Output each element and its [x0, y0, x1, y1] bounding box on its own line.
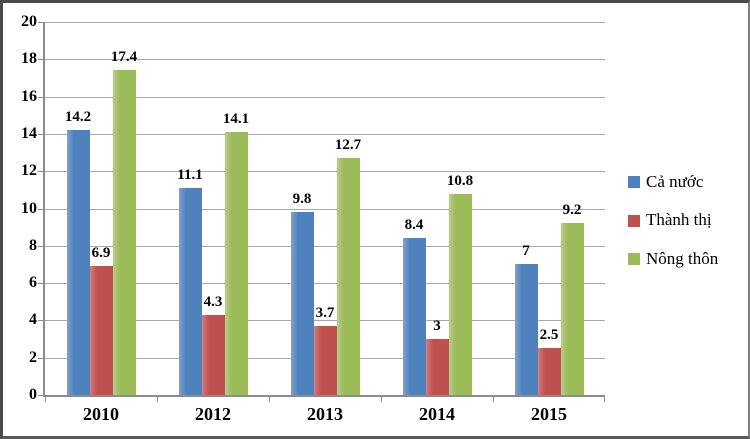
- bar: [560, 223, 584, 395]
- gridline: [45, 283, 605, 285]
- bar: [290, 212, 314, 395]
- y-axis-tick: [38, 245, 45, 247]
- bar: [201, 315, 225, 395]
- y-axis-tick: [38, 171, 45, 173]
- y-axis-tick: [38, 96, 45, 98]
- y-axis-tick: [38, 283, 45, 285]
- legend-label: Cả nước: [646, 172, 704, 191]
- x-axis-tick: [45, 397, 46, 402]
- bar: [66, 130, 90, 395]
- legend-swatch: [628, 214, 640, 227]
- bar-value-label: 3: [433, 318, 441, 334]
- legend-swatch: [628, 252, 640, 265]
- y-tick-label: 10: [21, 199, 37, 217]
- gridline: [45, 245, 605, 247]
- legend-item: Cả nước: [628, 172, 718, 192]
- gridline: [45, 96, 605, 98]
- y-tick-label: 0: [29, 386, 37, 403]
- x-axis-tick: [604, 397, 605, 402]
- legend: Cả nước Thành thị Nông thôn: [628, 172, 718, 269]
- x-tick-label: 2012: [195, 404, 231, 424]
- gridline: [45, 22, 605, 23]
- bar-value-label: 14.1: [222, 111, 250, 127]
- y-axis-tick: [38, 395, 45, 396]
- bar: [336, 158, 360, 395]
- legend-label: Thành thị: [646, 210, 712, 230]
- gridline: [45, 320, 605, 322]
- x-tick-label: 2015: [531, 404, 567, 424]
- x-axis-tick: [381, 397, 382, 402]
- bar-value-label: 3.7: [315, 305, 335, 321]
- bar: [89, 266, 113, 395]
- y-tick-label: 2: [29, 348, 37, 366]
- y-tick-label: 8: [29, 236, 37, 254]
- legend-swatch: [628, 176, 640, 189]
- y-tick-label: 6: [29, 274, 37, 292]
- gridline: [45, 171, 605, 173]
- legend-item: Nông thôn: [628, 249, 718, 269]
- bar-value-label: 12.7: [334, 137, 362, 153]
- x-tick-label: 2010: [83, 404, 119, 424]
- bar: [112, 70, 136, 395]
- y-axis-tick: [38, 22, 45, 23]
- y-axis-tick: [38, 59, 45, 61]
- bar: [224, 132, 248, 395]
- gridline: [45, 208, 605, 210]
- y-tick-label: 16: [21, 87, 37, 105]
- bar-value-label: 6.9: [91, 245, 111, 261]
- bar-value-label: 17.4: [110, 49, 138, 65]
- bar-value-label: 2.5: [539, 327, 559, 343]
- y-axis-tick: [38, 357, 45, 359]
- bar-value-label: 10.8: [446, 173, 474, 189]
- bar: [402, 238, 426, 395]
- x-tick-label: 2014: [419, 404, 455, 424]
- y-axis-tick: [38, 208, 45, 210]
- legend-label: Nông thôn: [646, 248, 719, 268]
- x-axis-tick: [269, 397, 270, 402]
- y-tick-label: 20: [21, 13, 37, 30]
- bar: [178, 188, 202, 395]
- bar-value-label: 7: [522, 243, 530, 259]
- bar: [313, 326, 337, 395]
- plot-area: 14.2 6.9 17.4 11.1 4.3 14.1 9.8 3.7 12.7 8.4 3 10.8…: [38, 22, 605, 402]
- bar-value-label: 9.8: [292, 191, 312, 207]
- y-tick-label: 14: [21, 124, 37, 142]
- x-axis-tick: [493, 397, 494, 402]
- x-axis-tick: [157, 397, 158, 402]
- bar: [448, 194, 472, 395]
- legend-item: Thành thị: [628, 210, 718, 230]
- bar-value-label: 4.3: [203, 294, 223, 310]
- bar-value-label: 14.2: [64, 109, 92, 125]
- gridline: [45, 133, 605, 135]
- bar: [425, 339, 449, 395]
- x-tick-label: 2013: [307, 404, 343, 424]
- bar-value-label: 9.2: [562, 202, 582, 218]
- y-tick-label: 12: [21, 162, 37, 180]
- bar-value-label: 11.1: [177, 167, 203, 183]
- y-tick-label: 4: [29, 311, 37, 329]
- bar: [537, 348, 561, 395]
- bar-value-label: 8.4: [404, 217, 424, 233]
- bar: [514, 264, 538, 395]
- y-tick-label: 18: [21, 50, 37, 68]
- y-axis-tick: [38, 133, 45, 135]
- y-axis-tick: [38, 320, 45, 322]
- gridline: [45, 59, 605, 61]
